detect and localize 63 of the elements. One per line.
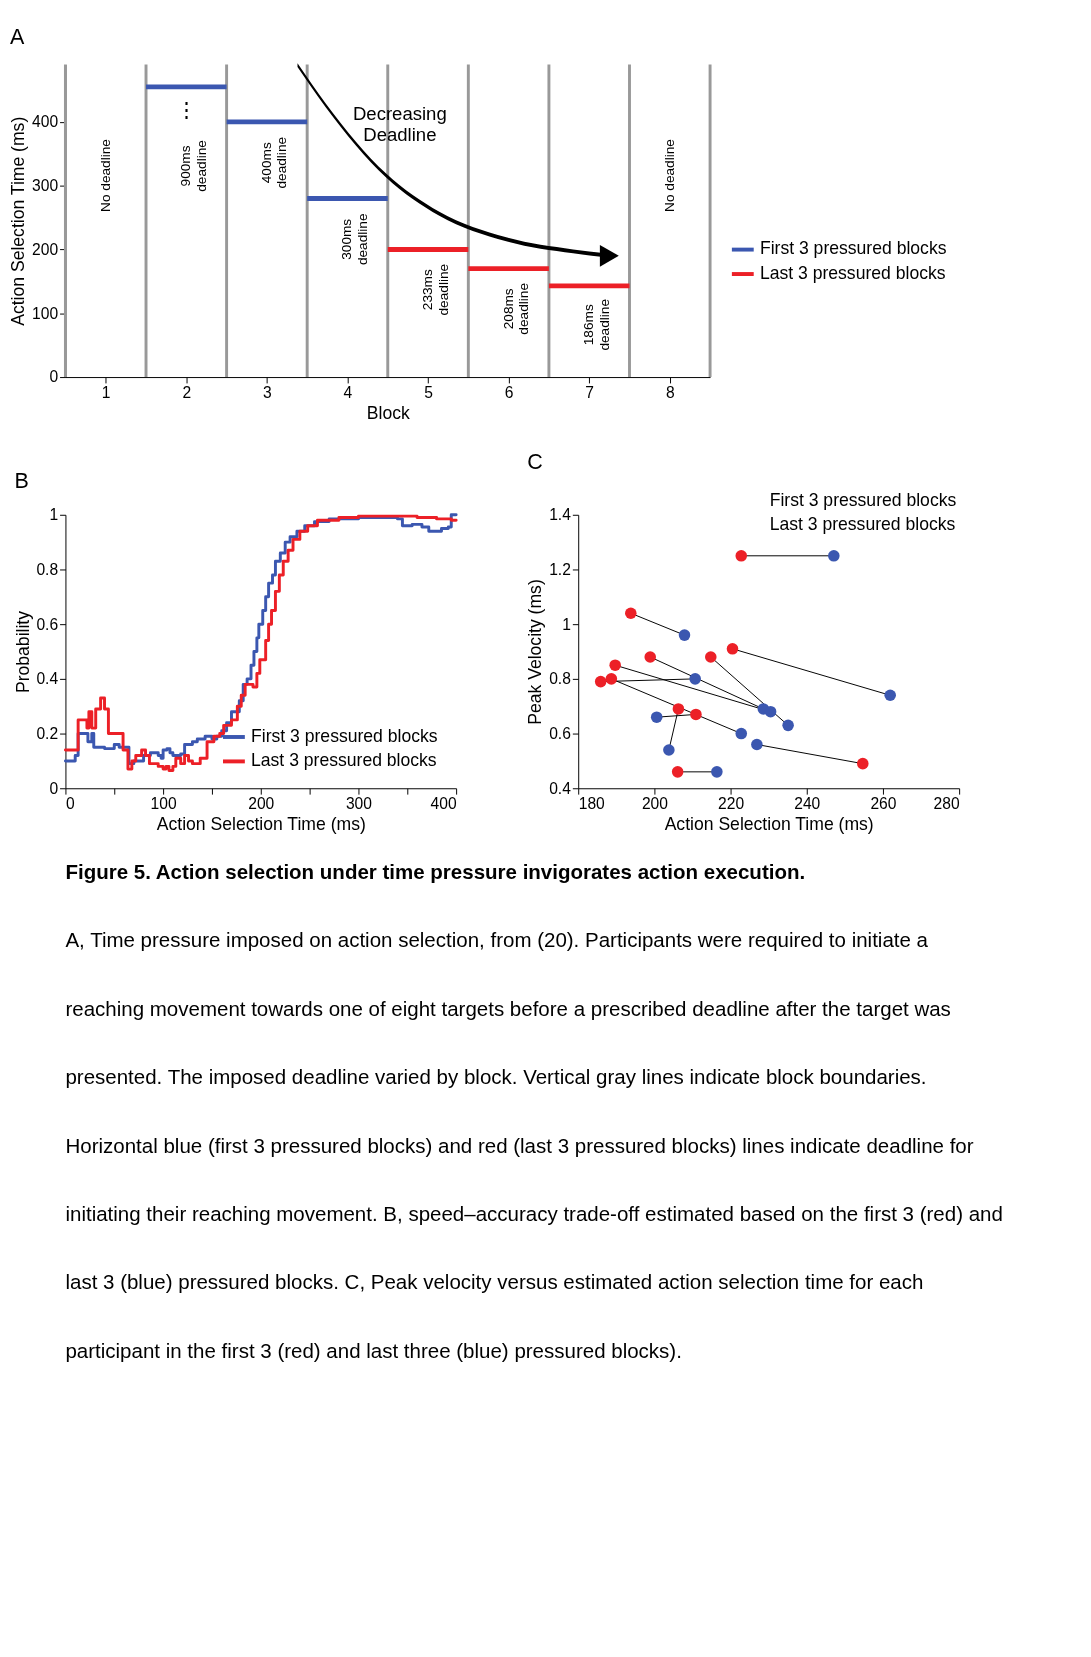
annotation: No deadline: [97, 139, 113, 212]
y-tick-label: 0.6: [36, 615, 59, 633]
legend-label: Last 3 pressured blocks: [759, 262, 946, 283]
y-tick-label: 0: [49, 779, 59, 797]
x-tick-label: 200: [641, 795, 669, 813]
x-tick-label: 2: [182, 384, 192, 402]
x-tick-label: 3: [263, 384, 272, 402]
x-tick-label: 180: [578, 795, 606, 813]
y-tick-label: 1: [562, 615, 571, 633]
x-tick-label: 400: [430, 795, 457, 813]
y-axis-title: Action Selection Time (ms): [8, 116, 29, 326]
text: Figure 5. Action selection under time pressure invigorates action execution.: [65, 860, 806, 884]
legend-label: First 3 pressured blocks: [759, 238, 947, 259]
chart-title: B: [14, 469, 29, 494]
legend-label: Last 3 pressured blocks: [251, 750, 437, 771]
text: A, Time pressure imposed on action selection, from (20). Participants were required to initiate a reaching movement towards one of eight targets before a prescribed deadline after the target was presented. The imposed deadline varied by block. Vertical gray lines indicate block boundaries. Horizontal blue (first 3 pressured blocks) and red (last 3 pressured blocks) lines indicate deadline for initiating their reaching movement. B, speed–accuracy trade-off estimated based on the first 3 (red) and last 3 (blue) pressured blocks. C, Peak velocity versus estimated action selection time for each participant in the first 3 (red) and last three (blue) pressured blocks).: [65, 928, 1003, 1362]
x-tick-label: 220: [718, 795, 745, 813]
y-tick-label: 100: [32, 304, 59, 322]
y-tick-label: 1.2: [549, 560, 571, 578]
x-tick-label: 200: [248, 795, 275, 813]
x-tick-label: 260: [870, 795, 897, 813]
x-tick-label: 7: [585, 384, 595, 402]
y-axis-title: Probability: [12, 610, 33, 694]
text: First 3 pressured blocks: [769, 489, 957, 510]
x-tick-label: 300: [345, 795, 373, 813]
x-tick-label: 240: [794, 795, 821, 813]
y-tick-label: 0: [49, 368, 59, 386]
annotation: Decreasing Deadline: [352, 103, 447, 145]
y-tick-label: 1: [49, 506, 59, 524]
y-tick-label: 0.8: [36, 560, 59, 578]
x-axis-title: Action Selection Time (ms): [664, 813, 874, 834]
x-tick-label: 8: [665, 384, 675, 402]
annotation: 900ms deadline: [178, 140, 209, 192]
annotation: 208ms deadline: [500, 282, 532, 335]
annotation: 300ms deadline: [339, 213, 370, 266]
annotation: ⋮: [175, 98, 197, 123]
annotation: 400ms deadline: [258, 136, 290, 189]
y-tick-label: 300: [32, 177, 59, 195]
legend-label: First 3 pressured blocks: [251, 725, 438, 746]
y-tick-label: 0.8: [549, 670, 571, 688]
y-tick-label: 1.4: [549, 506, 572, 524]
y-axis-title: Peak Velocity (ms): [525, 579, 546, 725]
x-tick-label: 280: [933, 795, 960, 813]
chart-title: C: [527, 449, 543, 474]
text: Last 3 pressured blocks: [769, 513, 956, 534]
y-tick-label: 0.4: [36, 670, 59, 688]
x-tick-label: 5: [424, 384, 434, 402]
y-tick-label: 400: [32, 113, 59, 131]
y-tick-label: 0.2: [36, 724, 59, 742]
x-axis-title: Action Selection Time (ms): [156, 813, 366, 834]
y-tick-label: 0.6: [549, 724, 571, 742]
x-tick-label: 6: [504, 384, 514, 402]
annotation: 233ms deadline: [419, 263, 451, 316]
y-tick-label: 0.4: [549, 779, 572, 797]
annotation: 186ms deadline: [581, 298, 612, 351]
y-tick-label: 200: [32, 240, 59, 258]
x-tick-label: 4: [343, 384, 353, 402]
x-tick-label: 100: [150, 795, 177, 813]
x-tick-label: 0: [65, 795, 75, 813]
x-tick-label: 1: [101, 384, 111, 402]
annotation: No deadline: [661, 139, 677, 212]
chart-title: A: [10, 25, 26, 50]
x-axis-title: Block: [366, 402, 410, 423]
